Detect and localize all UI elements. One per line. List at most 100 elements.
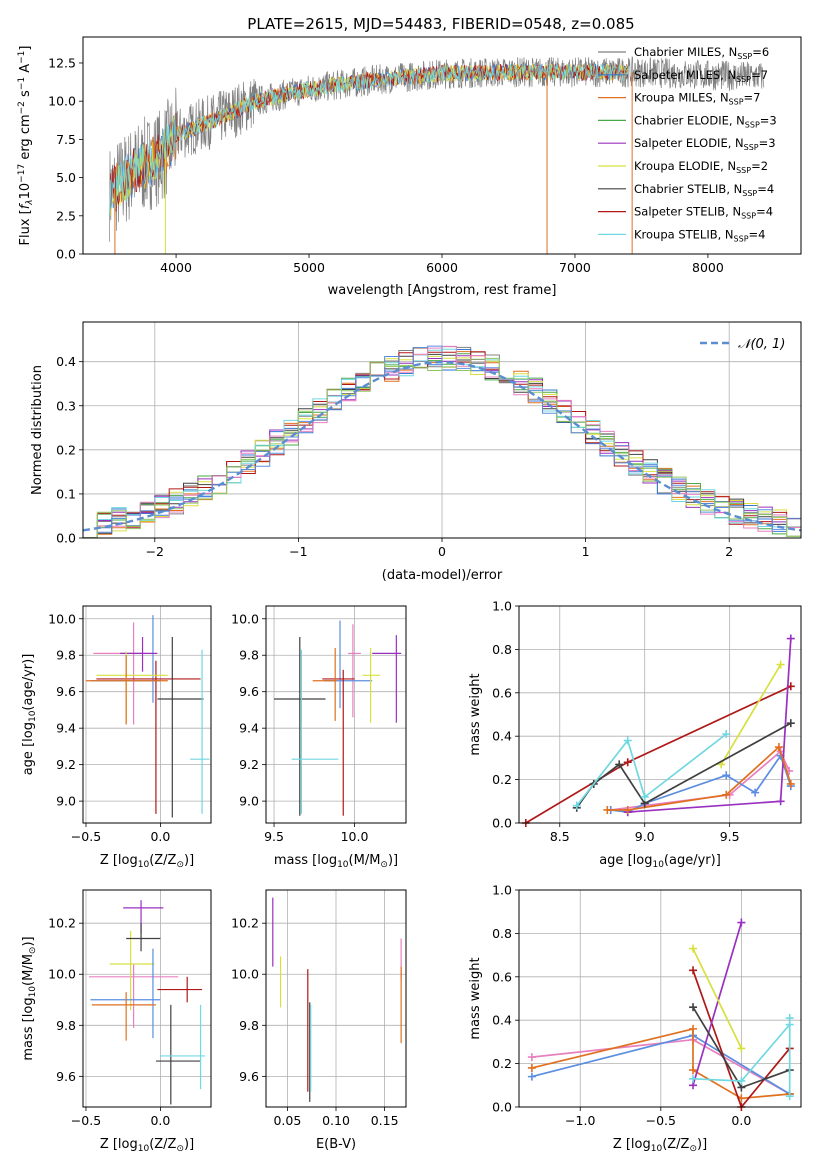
weight-marker [689, 944, 698, 953]
x-tick-label: 8.5 [550, 829, 570, 844]
legend-tail: =2 [751, 159, 768, 173]
y-tick-label: 9.6 [239, 684, 259, 699]
label-part: Z [log [613, 1137, 651, 1152]
y-tick-label: 7.5 [56, 132, 76, 147]
weight-marker [785, 1014, 794, 1023]
weight-marker [786, 634, 795, 643]
x-tick-label: 5000 [293, 260, 325, 275]
y-tick-label: 9.6 [56, 1069, 76, 1084]
legend-name: Chabrier MILES, N [634, 45, 737, 59]
errorbar-point [190, 649, 210, 814]
spectrum-panel: 4000 5000 6000 7000 8000 0.0 2.5 5.0 7.5 10.0 12.5… [17, 36, 802, 298]
y-tick-label: 9.8 [239, 1018, 259, 1033]
y-tick-label: 1.0 [492, 599, 512, 614]
label-part: (age/yr)] [664, 853, 721, 868]
mass-vs-Z-panel: −0.5 0.09.69.810.010.2Z [log10(Z/Z⊙)]mass… [21, 889, 212, 1154]
ylabel-part: A [18, 64, 33, 77]
errorbar-point [96, 651, 168, 723]
legend-entry: Chabrier MILES, NSSP=6 [634, 45, 769, 61]
label-part: (M/M [21, 954, 36, 986]
weight-marker [737, 918, 746, 927]
spectrum-data-trace [109, 56, 765, 242]
x-tick-label: 0.0 [731, 1113, 751, 1128]
y-tick-label: 5.0 [56, 170, 76, 185]
label-part: age [log [21, 722, 36, 775]
errorbar-point [160, 1004, 206, 1090]
weight-marker [689, 1066, 698, 1075]
ylabel-part: −2 [17, 101, 27, 114]
y-tick-label: 0.4 [492, 1013, 512, 1028]
y-tick-label: 0.2 [492, 1056, 512, 1071]
weight-marker [751, 788, 760, 797]
y-tick-label: 2.5 [56, 208, 76, 223]
y-tick-label: 0.0 [56, 247, 76, 262]
label-part: mass [log [21, 997, 36, 1060]
weight-series-line [525, 685, 792, 824]
y-tick-label: 10.0 [231, 611, 259, 626]
weight-series-line [692, 948, 743, 1049]
legend-name: Chabrier ELODIE, N [634, 113, 745, 127]
weight-marker [623, 736, 632, 745]
label-part: (age/yr)] [21, 654, 36, 711]
x-tick-label: −0.5 [71, 829, 101, 844]
errorbar-point [93, 622, 146, 725]
weight-series-line [627, 638, 792, 813]
errorbar-point [123, 900, 164, 934]
label-part: 10 [28, 710, 38, 722]
y-tick-label: 0.8 [492, 926, 512, 941]
residual-histogram [83, 357, 801, 538]
y-tick-label: 9.6 [56, 684, 76, 699]
legend-name: Kroupa MILES, N [634, 91, 729, 105]
weight-series-line [720, 664, 782, 765]
weight-marker [623, 758, 632, 767]
legend-sub: SSP [745, 120, 760, 129]
label-part: Z [log [100, 853, 138, 868]
residuals-ylabel: Normed distribution [30, 365, 45, 495]
weight-marker [572, 801, 581, 810]
weight-marker [615, 760, 624, 769]
x-tick-label: 4000 [160, 260, 192, 275]
axes-frame [265, 605, 407, 824]
legend-name: Salpeter MILES, N [634, 68, 736, 82]
weight-marker [689, 1024, 698, 1033]
ylabel-part: −1 [17, 51, 27, 64]
y-tick-label: 9.0 [239, 794, 259, 809]
y-tick-label: 0.6 [492, 685, 512, 700]
legend-sub: SSP [729, 98, 744, 107]
x-tick-label: 10.0 [341, 829, 369, 844]
weight-series-line [610, 753, 792, 813]
legend-entry: Salpeter ELODIE, NSSP=3 [634, 136, 776, 152]
y-tick-label: 10.0 [48, 94, 76, 109]
residual-histogram [83, 345, 801, 538]
y-tick-label: 9.8 [56, 1018, 76, 1033]
legend-sub: SSP [736, 166, 751, 175]
legend-tail: =7 [744, 91, 761, 105]
weight-marker [689, 1074, 698, 1083]
weight-ylabel: mass weight [468, 957, 483, 1039]
x-tick-label: 0 [438, 544, 446, 559]
legend-name: Chabrier STELIB, N [634, 182, 742, 196]
axes-frame [82, 889, 212, 1108]
ylabel-part: s [18, 90, 33, 101]
y-tick-label: 1.0 [492, 883, 512, 898]
spectrum-ylabel: Flux [fλ10−17 erg cm−2 s−1 A−1] [17, 46, 35, 246]
x-tick-label: 9.0 [635, 829, 655, 844]
label-part: ⊙ [176, 1144, 184, 1154]
label-part: 10 [651, 1144, 663, 1154]
y-tick-label: 12.5 [48, 55, 76, 70]
residuals-xlabel: (data-model)/error [382, 568, 503, 583]
y-tick-label: 0.4 [492, 729, 512, 744]
x-tick-label: 9.5 [720, 829, 740, 844]
ylabel-part: −17 [17, 164, 27, 183]
x-tick-label: −0.5 [71, 1113, 101, 1128]
x-tick-label: 0.0 [150, 1113, 170, 1128]
weight-vs-age-panel: 8.5 9.0 9.5 0.0 0.2 0.4 0.6 0.8 1.0 age [log10(ag… [468, 599, 802, 870]
weight-marker [737, 1076, 746, 1085]
y-tick-label: 9.4 [239, 721, 259, 736]
x-tick-label: −2 [146, 544, 164, 559]
weight-marker [689, 1003, 698, 1012]
errorbar-point [109, 930, 155, 1010]
legend-tail: =4 [756, 205, 773, 219]
label-part: (Z/Z [149, 1137, 176, 1152]
